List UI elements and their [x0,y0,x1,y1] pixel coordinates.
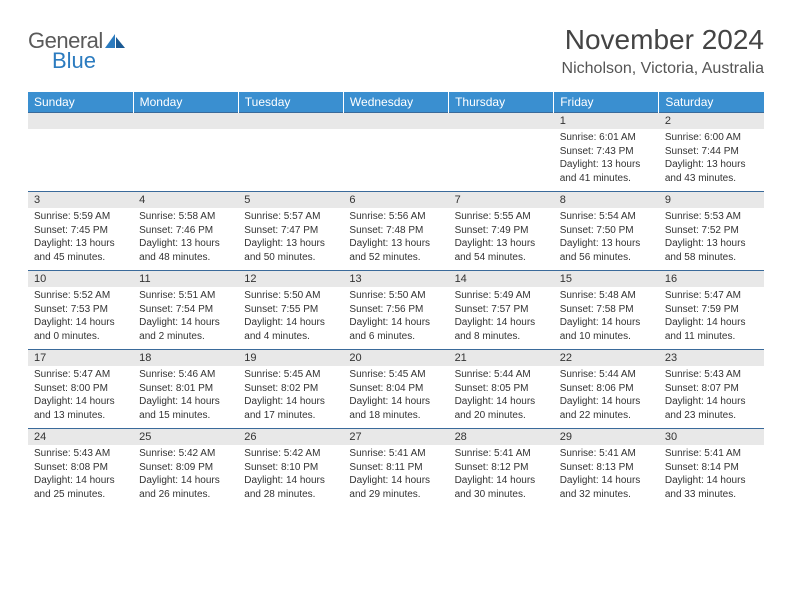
day-content-cell: Sunrise: 5:55 AMSunset: 7:49 PMDaylight:… [449,208,554,271]
day-number-cell: 15 [554,271,659,288]
day-header: Wednesday [343,92,448,113]
day-number-cell: 5 [238,192,343,209]
day-number-cell: 18 [133,350,238,367]
day-header: Thursday [449,92,554,113]
day-number-cell: 17 [28,350,133,367]
day-content-cell: Sunrise: 5:49 AMSunset: 7:57 PMDaylight:… [449,287,554,350]
day-content-cell [343,129,448,192]
day-content-cell: Sunrise: 5:50 AMSunset: 7:55 PMDaylight:… [238,287,343,350]
day-header: Tuesday [238,92,343,113]
day-content-cell: Sunrise: 5:47 AMSunset: 8:00 PMDaylight:… [28,366,133,429]
day-number-cell: 3 [28,192,133,209]
day-number-cell: 27 [343,429,448,446]
day-number-cell: 14 [449,271,554,288]
day-number-cell: 11 [133,271,238,288]
day-number-cell: 10 [28,271,133,288]
day-content-cell: Sunrise: 5:51 AMSunset: 7:54 PMDaylight:… [133,287,238,350]
day-content-cell: Sunrise: 6:01 AMSunset: 7:43 PMDaylight:… [554,129,659,192]
day-number-cell: 29 [554,429,659,446]
day-header: Friday [554,92,659,113]
day-number-cell: 7 [449,192,554,209]
day-content-cell: Sunrise: 5:53 AMSunset: 7:52 PMDaylight:… [659,208,764,271]
day-number-cell: 8 [554,192,659,209]
calendar-table: SundayMondayTuesdayWednesdayThursdayFrid… [28,92,764,507]
day-number-cell [28,113,133,130]
day-number-cell: 12 [238,271,343,288]
day-number-cell: 16 [659,271,764,288]
day-content-cell: Sunrise: 5:45 AMSunset: 8:04 PMDaylight:… [343,366,448,429]
logo-word-blue: Blue [52,48,96,74]
day-number-cell: 6 [343,192,448,209]
day-number-cell: 19 [238,350,343,367]
day-number-cell: 25 [133,429,238,446]
day-number-cell: 20 [343,350,448,367]
daynum-row: 24252627282930 [28,429,764,446]
day-number-cell: 26 [238,429,343,446]
day-number-cell: 1 [554,113,659,130]
daynum-row: 10111213141516 [28,271,764,288]
content-row: Sunrise: 6:01 AMSunset: 7:43 PMDaylight:… [28,129,764,192]
day-number-cell: 13 [343,271,448,288]
day-content-cell: Sunrise: 5:50 AMSunset: 7:56 PMDaylight:… [343,287,448,350]
day-content-cell: Sunrise: 5:42 AMSunset: 8:10 PMDaylight:… [238,445,343,507]
location: Nicholson, Victoria, Australia [562,60,764,78]
day-content-cell: Sunrise: 5:52 AMSunset: 7:53 PMDaylight:… [28,287,133,350]
day-header: Monday [133,92,238,113]
day-content-cell [449,129,554,192]
content-row: Sunrise: 5:47 AMSunset: 8:00 PMDaylight:… [28,366,764,429]
day-content-cell: Sunrise: 6:00 AMSunset: 7:44 PMDaylight:… [659,129,764,192]
day-content-cell: Sunrise: 5:44 AMSunset: 8:05 PMDaylight:… [449,366,554,429]
day-header: Sunday [28,92,133,113]
day-number-cell [238,113,343,130]
content-row: Sunrise: 5:52 AMSunset: 7:53 PMDaylight:… [28,287,764,350]
logo: General Blue [28,28,127,74]
day-number-cell: 22 [554,350,659,367]
content-row: Sunrise: 5:59 AMSunset: 7:45 PMDaylight:… [28,208,764,271]
day-content-cell: Sunrise: 5:41 AMSunset: 8:13 PMDaylight:… [554,445,659,507]
day-number-cell: 4 [133,192,238,209]
day-content-cell: Sunrise: 5:42 AMSunset: 8:09 PMDaylight:… [133,445,238,507]
header-row: General Blue November 2024 Nicholson, Vi… [28,24,764,78]
calendar-body: 12Sunrise: 6:01 AMSunset: 7:43 PMDayligh… [28,113,764,508]
day-content-cell: Sunrise: 5:59 AMSunset: 7:45 PMDaylight:… [28,208,133,271]
day-content-cell: Sunrise: 5:41 AMSunset: 8:11 PMDaylight:… [343,445,448,507]
day-content-cell: Sunrise: 5:43 AMSunset: 8:07 PMDaylight:… [659,366,764,429]
content-row: Sunrise: 5:43 AMSunset: 8:08 PMDaylight:… [28,445,764,507]
day-number-cell: 23 [659,350,764,367]
day-content-cell: Sunrise: 5:58 AMSunset: 7:46 PMDaylight:… [133,208,238,271]
day-number-cell: 24 [28,429,133,446]
day-content-cell: Sunrise: 5:41 AMSunset: 8:12 PMDaylight:… [449,445,554,507]
day-number-cell: 2 [659,113,764,130]
day-number-cell [343,113,448,130]
day-number-cell: 9 [659,192,764,209]
day-content-cell [238,129,343,192]
day-content-cell: Sunrise: 5:43 AMSunset: 8:08 PMDaylight:… [28,445,133,507]
day-content-cell: Sunrise: 5:47 AMSunset: 7:59 PMDaylight:… [659,287,764,350]
daynum-row: 3456789 [28,192,764,209]
title-block: November 2024 Nicholson, Victoria, Austr… [562,24,764,78]
day-number-cell: 21 [449,350,554,367]
month-title: November 2024 [562,24,764,56]
day-number-cell [449,113,554,130]
day-content-cell: Sunrise: 5:44 AMSunset: 8:06 PMDaylight:… [554,366,659,429]
day-header: Saturday [659,92,764,113]
daynum-row: 12 [28,113,764,130]
day-content-cell: Sunrise: 5:54 AMSunset: 7:50 PMDaylight:… [554,208,659,271]
sail-icon [105,34,127,48]
day-number-cell: 30 [659,429,764,446]
day-content-cell [133,129,238,192]
daynum-row: 17181920212223 [28,350,764,367]
day-content-cell: Sunrise: 5:46 AMSunset: 8:01 PMDaylight:… [133,366,238,429]
day-number-cell: 28 [449,429,554,446]
day-content-cell: Sunrise: 5:41 AMSunset: 8:14 PMDaylight:… [659,445,764,507]
day-number-cell [133,113,238,130]
day-content-cell: Sunrise: 5:56 AMSunset: 7:48 PMDaylight:… [343,208,448,271]
day-content-cell [28,129,133,192]
day-content-cell: Sunrise: 5:48 AMSunset: 7:58 PMDaylight:… [554,287,659,350]
day-header-row: SundayMondayTuesdayWednesdayThursdayFrid… [28,92,764,113]
day-content-cell: Sunrise: 5:45 AMSunset: 8:02 PMDaylight:… [238,366,343,429]
day-content-cell: Sunrise: 5:57 AMSunset: 7:47 PMDaylight:… [238,208,343,271]
